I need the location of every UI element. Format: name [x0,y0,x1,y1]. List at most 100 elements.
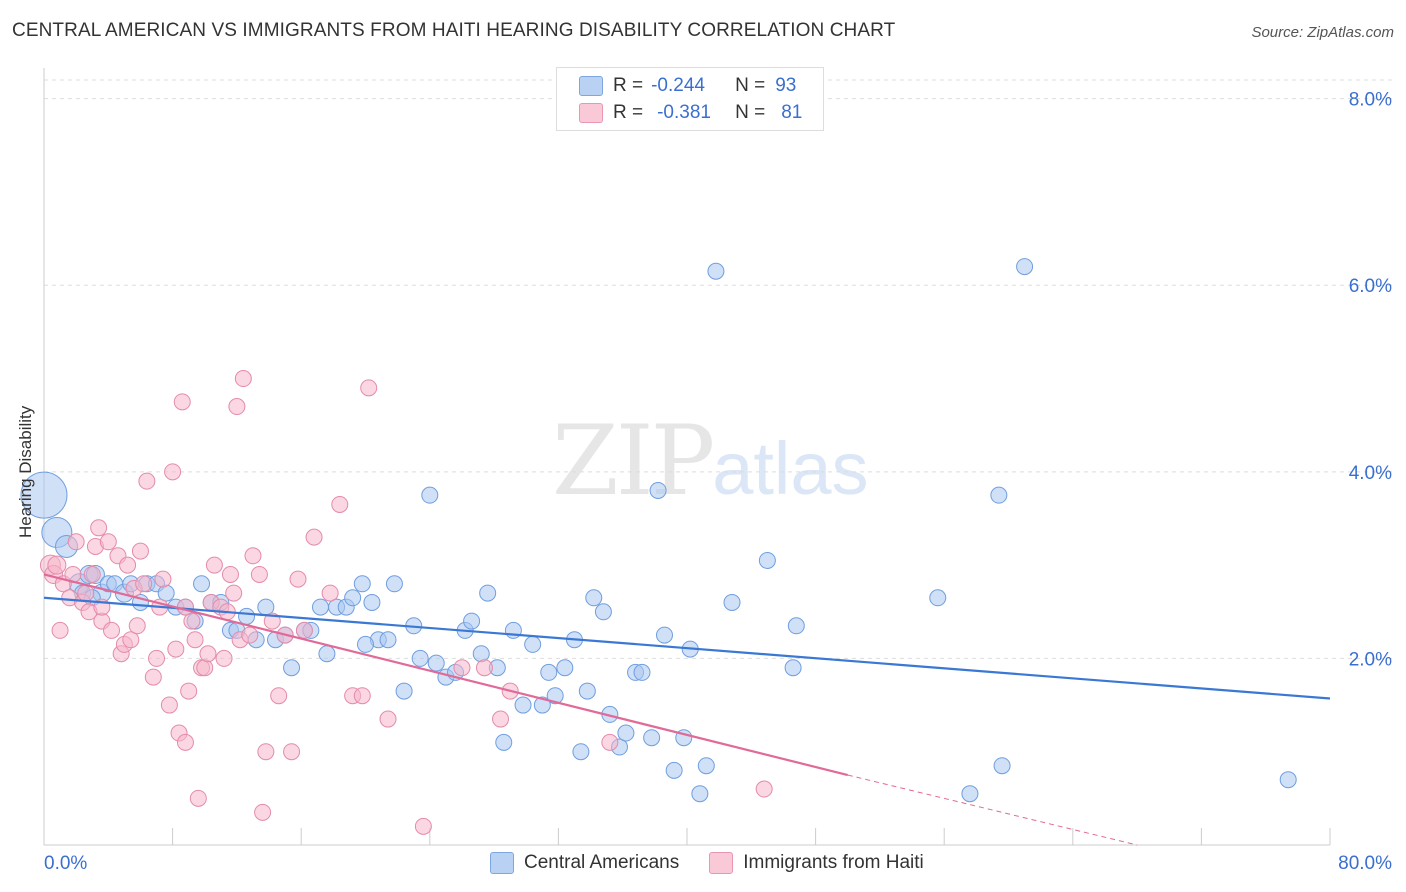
point-central-americans [495,733,513,751]
point-central-americans [585,589,603,607]
point-haiti [353,687,371,705]
legend-swatch-blue [490,852,514,874]
point-central-americans [556,659,574,677]
point-central-americans [533,696,551,714]
x-tick-label: 0.0% [44,853,87,874]
y-tick-label: 4.0% [1349,463,1392,484]
point-central-americans [546,687,564,705]
point-central-americans [427,654,445,672]
point-haiti [173,393,191,411]
point-haiti [119,556,137,574]
stats-legend: R = -0.244 N = 93 R = -0.381 N = 81 [556,67,824,131]
point-haiti [492,710,510,728]
point-haiti [164,463,182,481]
point-haiti [51,621,69,639]
point-haiti [99,533,117,551]
legend-label-central-americans: Central Americans [524,852,680,873]
point-haiti [254,803,272,821]
point-haiti [128,617,146,635]
legend-n-label: N = [735,102,766,123]
point-haiti [755,780,773,798]
point-haiti [241,626,259,644]
point-central-americans [463,612,481,630]
point-central-americans [691,785,709,803]
point-haiti [183,612,201,630]
point-haiti [131,542,149,560]
point-central-americans [707,262,725,280]
x-tick-label: 80.0% [1338,853,1392,874]
point-haiti [215,649,233,667]
point-central-americans [540,663,558,681]
legend-swatch-pink [579,103,603,123]
point-central-americans [344,589,362,607]
point-haiti [283,743,301,761]
point-haiti [221,565,239,583]
point-central-americans [411,649,429,667]
y-axis-label: Hearing Disability [16,405,35,538]
legend-swatch-pink [709,852,734,874]
point-haiti [83,565,101,583]
point-haiti [295,621,313,639]
point-haiti [263,612,281,630]
point-central-americans [363,593,381,611]
point-haiti [148,649,166,667]
point-haiti [305,528,323,546]
point-central-americans [514,696,532,714]
chart-title: CENTRAL AMERICAN VS IMMIGRANTS FROM HAIT… [12,20,896,41]
point-haiti [196,659,214,677]
legend-n-label: N = [735,75,766,96]
point-haiti [199,645,217,663]
point-central-americans [633,663,651,681]
point-haiti [321,584,339,602]
point-haiti [122,631,140,649]
point-central-americans [395,682,413,700]
trend-extension [847,774,1138,846]
point-central-americans [572,743,590,761]
point-haiti [270,687,288,705]
point-haiti [186,631,204,649]
point-central-americans [990,486,1008,504]
point-haiti [189,789,207,807]
legend-r-label: R = [613,75,644,96]
point-central-americans [649,481,667,499]
point-central-americans [758,551,776,569]
point-haiti [475,659,493,677]
point-central-americans [318,645,336,663]
legend-item-central-americans: Central Americans [490,852,679,874]
point-central-americans [479,584,497,602]
legend-n-value: 81 [781,102,803,123]
legend-row-central-americans: R = -0.244 N = 93 [579,74,796,98]
point-central-americans [357,635,374,653]
point-central-americans [723,593,741,611]
trend-line [43,573,849,777]
point-haiti [289,570,307,588]
point-central-americans [578,682,596,700]
point-central-americans [617,724,635,742]
point-central-americans [787,617,805,635]
point-central-americans [385,575,403,593]
point-central-americans [238,607,256,625]
point-haiti [225,584,243,602]
point-haiti [234,370,252,388]
point-haiti [250,565,268,583]
point-haiti [180,682,198,700]
point-haiti [453,659,471,677]
point-haiti [47,555,67,575]
watermark-zip: ZIP [552,405,715,517]
legend-r-label: R = [613,102,644,123]
watermark-atlas: atlas [712,427,869,510]
point-haiti [331,495,349,513]
point-central-americans [20,471,68,519]
source-label: Source: ZipAtlas.com [1251,24,1394,41]
point-haiti [138,472,156,490]
point-central-americans [784,659,802,677]
legend-r-value: -0.381 [657,102,711,123]
point-central-americans [193,575,211,593]
legend-item-haiti: Immigrants from Haiti [709,852,924,874]
point-haiti [205,556,223,574]
point-haiti [135,575,153,593]
point-haiti [67,533,85,551]
point-central-americans [1016,258,1034,276]
point-haiti [144,668,162,686]
